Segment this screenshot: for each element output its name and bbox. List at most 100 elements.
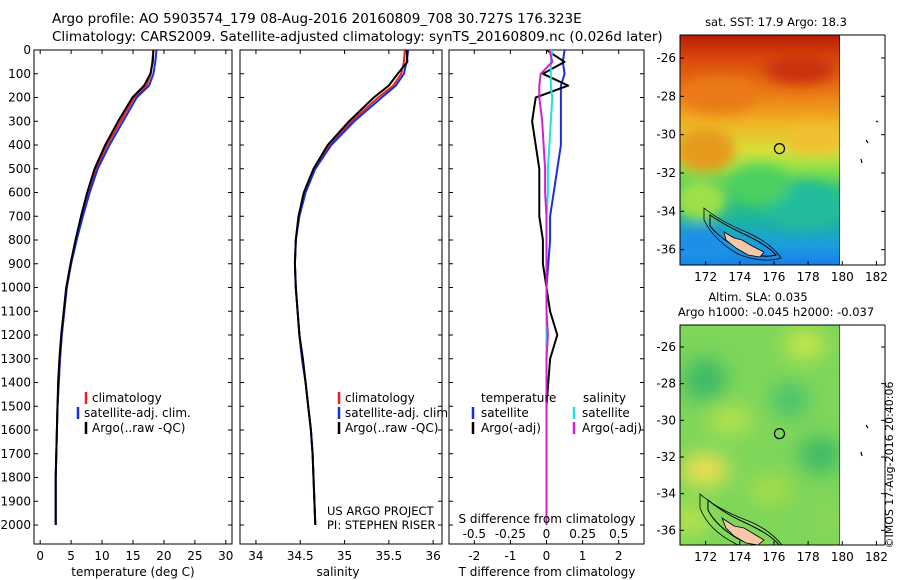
- lon-tick-label: 178: [797, 270, 820, 284]
- lat-tick-label: -28: [656, 377, 676, 391]
- salinity-xlabel: salinity: [316, 565, 359, 579]
- figure-title-line1: Argo profile: AO 5903574_179 08-Aug-2016…: [52, 11, 582, 27]
- depth-tick-label: 100: [8, 67, 31, 81]
- legend-title-salinity: salinity: [583, 391, 626, 405]
- lon-tick-label: 176: [763, 270, 786, 284]
- lon-tick-label: 178: [797, 550, 820, 564]
- lat-tick-label: -26: [656, 51, 676, 65]
- x-tick-label: 34.5: [287, 549, 314, 563]
- x-tick-label: 15: [125, 549, 140, 563]
- depth-tick-label: 1800: [0, 471, 31, 485]
- lat-tick-label: -34: [656, 487, 676, 501]
- difference-legend: temperature salinity satellite Argo(-adj…: [471, 391, 642, 435]
- depth-tick-label: 200: [8, 91, 31, 105]
- lat-tick-label: -36: [656, 243, 676, 257]
- island-marks: [860, 424, 869, 457]
- depth-tick-label: 400: [8, 138, 31, 152]
- x-tick-label: 0: [36, 549, 44, 563]
- temperature-profile-panel: 0100200300400500600700800900100011001200…: [0, 43, 233, 579]
- x-tick-label: 2: [615, 549, 623, 563]
- salinity-series: [293, 49, 410, 526]
- difference-series: [531, 49, 570, 525]
- sst-map-title: sat. SST: 17.9 Argo: 18.3: [705, 15, 847, 29]
- lat-tick-label: -28: [656, 89, 676, 103]
- legend-label-sal-argo: Argo(-adj): [582, 421, 642, 435]
- argo-position-marker: [773, 143, 786, 155]
- legend-label-satellite: satellite-adj. clim.: [345, 406, 452, 420]
- depth-tick-label: 1300: [0, 352, 31, 366]
- legend-label-climatology: climatology: [92, 391, 162, 405]
- sla-map-subtitle: Argo h1000: -0.045 h2000: -0.037: [678, 305, 874, 319]
- lon-tick-label: 172: [694, 550, 717, 564]
- sla-map-panel: Altim. SLA: 0.035 Argo h1000: -0.045 h20…: [656, 290, 888, 564]
- x-tick-label: -2: [468, 549, 480, 563]
- temperature-axis: 0 5 10 15 20 25 30: [36, 50, 233, 563]
- salinity-plot-frame: [239, 49, 443, 545]
- sst-map-axes: 172 174 176 178 180 182 -26 -28 -30 -32 -34 -36: [656, 51, 888, 284]
- depth-tick-label: 300: [8, 114, 31, 128]
- lon-tick-label: 180: [831, 270, 854, 284]
- temperature-plot-frame: [33, 49, 233, 545]
- depth-tick-label: 1500: [0, 399, 31, 413]
- land-outline: [721, 516, 765, 545]
- sst-field: [680, 35, 840, 265]
- lon-tick-label: 174: [728, 550, 751, 564]
- temperature-legend: climatology satellite-adj. clim. Argo(..…: [76, 391, 191, 435]
- s-diff-tick-label: -0.5: [463, 527, 486, 541]
- lon-tick-label: 182: [865, 270, 888, 284]
- s-diff-tick-label: 0.5: [609, 527, 628, 541]
- lat-tick-label: -34: [656, 204, 676, 218]
- depth-tick-label: 1100: [0, 304, 31, 318]
- island-marks: [860, 120, 879, 164]
- temperature-xlabel: temperature (deg C): [71, 565, 194, 579]
- depth-tick-label: 1000: [0, 281, 31, 295]
- x-tick-label: 25: [187, 549, 202, 563]
- sla-map-axes: 172 174 176 178 180 182 -26 -28 -30 -32 -34 -36: [656, 340, 888, 564]
- lat-tick-label: -32: [656, 166, 676, 180]
- x-tick-label: 20: [156, 549, 171, 563]
- legend-label-argo: Argo(..raw -QC): [345, 421, 438, 435]
- t-difference-xlabel: T difference from climatology: [458, 565, 636, 579]
- legend-label-temp-argo: Argo(-adj): [481, 421, 541, 435]
- t-difference-axis: -2 -1 0 1 2: [468, 50, 623, 563]
- x-tick-label: 30: [218, 549, 233, 563]
- depth-axis: 0 100 200 300 400 500 600 700 800 900 1000 1100 1200…: [0, 43, 232, 532]
- x-tick-label: 36: [425, 549, 440, 563]
- series-line-argo-raw-qc: [293, 49, 409, 526]
- salinity-legend: climatology satellite-adj. clim. Argo(..…: [337, 391, 452, 435]
- imos-timestamp: ©IMOS 17-Aug-2016 20:40:06: [883, 382, 896, 549]
- salinity-axis: 34 34.5 35 35.5 36: [248, 50, 441, 563]
- s-diff-tick-label: 0.25: [569, 527, 596, 541]
- x-tick-label: 5: [67, 549, 75, 563]
- depth-tick-label: 600: [8, 186, 31, 200]
- x-tick-label: 0: [543, 549, 551, 563]
- x-tick-label: 34: [248, 549, 263, 563]
- legend-label-sal-satellite: satellite: [582, 406, 630, 420]
- lat-tick-label: -30: [656, 128, 676, 142]
- project-credit: US ARGO PROJECT: [327, 504, 435, 518]
- legend-label-satellite: satellite-adj. clim.: [84, 406, 191, 420]
- legend-label-temp-satellite: satellite: [481, 406, 529, 420]
- s-diff-tick-label: 0: [543, 527, 551, 541]
- land-outline: [723, 231, 765, 258]
- temperature-series: [54, 49, 158, 525]
- depth-tick-label: 0: [23, 43, 31, 57]
- depth-tick-label: 1700: [0, 447, 31, 461]
- lat-tick-label: -36: [656, 523, 676, 537]
- legend-label-climatology: climatology: [345, 391, 415, 405]
- lon-tick-label: 174: [728, 270, 751, 284]
- s-difference-axis: -0.5 -0.25 0 0.25 0.5: [463, 527, 629, 541]
- pi-credit: PI: STEPHEN RISER: [327, 518, 436, 532]
- depth-tick-label: 1400: [0, 376, 31, 390]
- sst-map-panel: sat. SST: 17.9 Argo: 18.3 172 174 176 178 18…: [656, 15, 888, 284]
- salinity-depth-ticks: [240, 49, 442, 526]
- depth-tick-label: 1600: [0, 423, 31, 437]
- legend-title-temperature: temperature: [481, 391, 556, 405]
- x-tick-label: 35.5: [375, 549, 402, 563]
- argo-position-marker: [773, 428, 786, 440]
- depth-tick-label: 800: [8, 233, 31, 247]
- lat-tick-label: -30: [656, 413, 676, 427]
- difference-depth-ticks: [449, 49, 644, 526]
- difference-profile-panel: -2 -1 0 1 2 -0.5 -0.25 0 0.25 0.5 temperature sa…: [448, 49, 645, 579]
- legend-label-argo: Argo(..raw -QC): [92, 421, 185, 435]
